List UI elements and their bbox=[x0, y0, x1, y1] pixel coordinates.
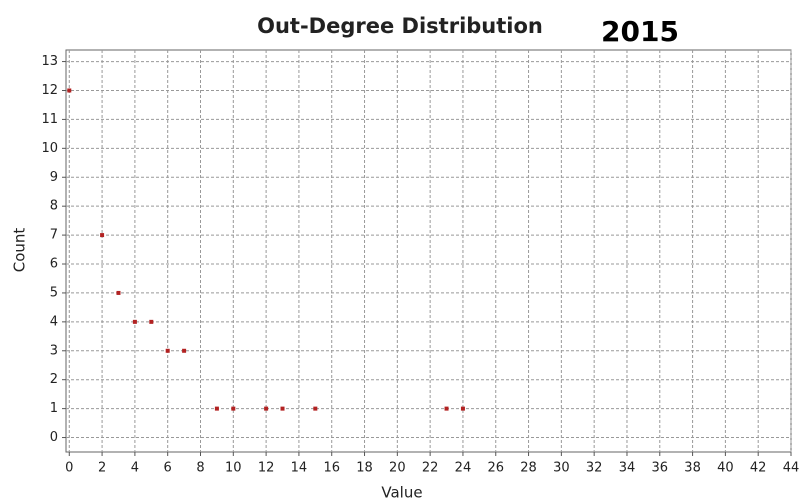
x-tick-label: 42 bbox=[750, 461, 767, 476]
x-tick-label: 12 bbox=[258, 461, 275, 476]
y-axis-label: Count bbox=[11, 228, 29, 273]
point bbox=[214, 406, 219, 411]
y-tick-label: 9 bbox=[50, 170, 58, 185]
point bbox=[182, 348, 187, 353]
plot-frame bbox=[65, 49, 792, 453]
y-tick-label: 11 bbox=[41, 112, 58, 127]
y-tick-label: 2 bbox=[50, 372, 58, 387]
point bbox=[460, 406, 465, 411]
chart-title: Out-Degree Distribution bbox=[257, 14, 543, 38]
x-tick-label: 6 bbox=[164, 461, 172, 476]
x-tick-label: 10 bbox=[225, 461, 242, 476]
x-tick-label: 14 bbox=[291, 461, 308, 476]
point bbox=[165, 348, 170, 353]
x-tick-label: 16 bbox=[323, 461, 340, 476]
point bbox=[280, 406, 285, 411]
y-tick-label: 12 bbox=[41, 83, 58, 98]
x-tick-label: 18 bbox=[356, 461, 373, 476]
x-tick-label: 44 bbox=[783, 461, 800, 476]
x-tick-label: 28 bbox=[520, 461, 537, 476]
x-axis-label: Value bbox=[381, 484, 422, 502]
y-tick-label: 13 bbox=[41, 54, 58, 69]
y-tick-label: 1 bbox=[50, 401, 58, 416]
y-tick-label: 6 bbox=[50, 257, 58, 272]
point bbox=[231, 406, 236, 411]
x-tick-label: 38 bbox=[684, 461, 701, 476]
point bbox=[67, 88, 72, 93]
x-tick-label: 20 bbox=[389, 461, 406, 476]
y-tick-label: 5 bbox=[50, 285, 58, 300]
y-tick-label: 4 bbox=[50, 314, 58, 329]
x-tick-label: 32 bbox=[586, 461, 603, 476]
point bbox=[132, 319, 137, 324]
x-tick-label: 24 bbox=[455, 461, 472, 476]
y-tick-label: 0 bbox=[50, 430, 58, 445]
point bbox=[116, 290, 121, 295]
y-tick-label: 7 bbox=[50, 228, 58, 243]
x-tick-label: 34 bbox=[619, 461, 636, 476]
y-tick-label: 8 bbox=[50, 199, 58, 214]
x-tick-label: 36 bbox=[652, 461, 669, 476]
x-tick-label: 0 bbox=[65, 461, 73, 476]
point bbox=[264, 406, 269, 411]
x-tick-label: 8 bbox=[196, 461, 204, 476]
y-tick-label: 3 bbox=[50, 343, 58, 358]
x-tick-label: 2 bbox=[98, 461, 106, 476]
point bbox=[149, 319, 154, 324]
point bbox=[444, 406, 449, 411]
x-tick-label: 22 bbox=[422, 461, 439, 476]
x-tick-label: 4 bbox=[131, 461, 139, 476]
x-tick-label: 26 bbox=[487, 461, 504, 476]
y-tick-label: 10 bbox=[41, 141, 58, 156]
annotation: 2015 bbox=[601, 15, 679, 48]
point bbox=[313, 406, 318, 411]
x-tick-label: 30 bbox=[553, 461, 570, 476]
x-tick-label: 40 bbox=[717, 461, 734, 476]
point bbox=[100, 233, 105, 238]
